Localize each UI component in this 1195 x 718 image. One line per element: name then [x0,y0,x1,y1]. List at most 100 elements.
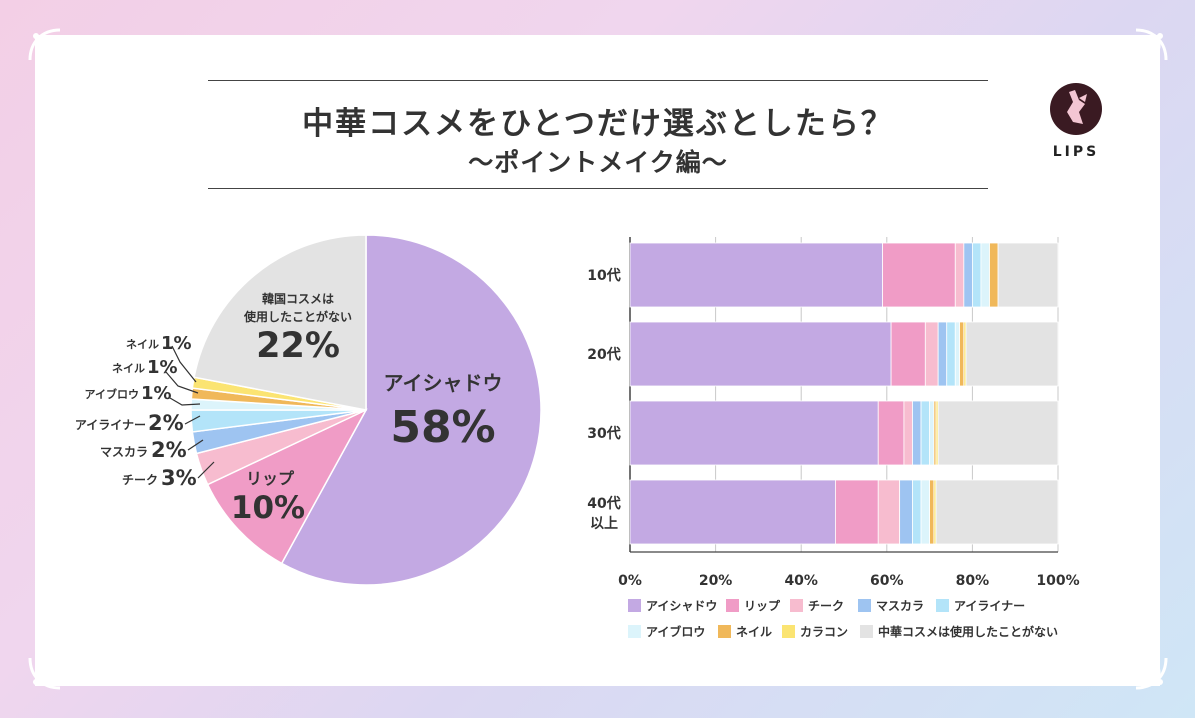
category-label-3: 40代 [587,495,620,512]
corner-ornament-bottom-right [1135,657,1168,690]
legend-label-eyebrow: アイブロウ [646,624,705,639]
bar-seg-eyebrow-2 [929,400,935,466]
bar-seg-none-2 [937,400,1059,466]
bar-seg-nail-3 [929,479,935,545]
bar-seg-mascara-3 [899,479,913,545]
x-tick-label-0: 0% [618,573,642,589]
bar-seg-eyeliner-1 [946,321,956,387]
x-tick-label-3: 60% [870,573,904,589]
callout-line-eyebrow [169,397,201,406]
legend-swatch-mascara [858,599,871,612]
bar-seg-cheek-0 [954,242,965,308]
pie-slice-lip-1 [206,408,368,565]
page-subtitle: 〜ポイントメイク編〜 [468,148,728,177]
callout-line-mascara [187,439,204,451]
pie-label-colorcon: ネイル [126,338,159,351]
lips-logo: LIPS [1046,82,1106,160]
x-tick-label-4: 80% [956,573,990,589]
pie-chart: アイシャドウ 58% リップ 10% 韓国コスメは 使用したことがない 22% … [75,234,542,586]
bar-seg-nail-0 [989,242,999,308]
pie-label-eyeshadow: アイシャドウ [384,371,503,395]
legend-swatch-lip [726,599,739,612]
pie-value-colorcon: 1% [161,333,192,354]
pie-label-none-line2: 使用したことがない [243,309,352,324]
x-tick-label-1: 20% [699,573,733,589]
pie-label-eyebrow: アイブロウ [85,387,139,401]
corner-ornament-top-left [28,28,61,61]
legend-swatch-cheek [790,599,803,612]
bar-seg-lip-0 [882,242,956,308]
callout-line-nail [165,371,199,394]
bar-seg-eyeshadow-3 [629,479,836,545]
pie-label-cheek: チーク [122,473,158,487]
corner-ornament-bottom-left [28,657,61,690]
title-rule-bottom [208,188,988,189]
legend-swatch-eyeshadow [628,599,641,612]
pie-value-mascara: 2% [151,438,187,462]
category-label-2: 30代 [587,425,620,442]
bar-seg-mascara-0 [963,242,973,308]
legend-swatch-colorcon [782,625,795,638]
legend-swatch-none [860,625,873,638]
legend-swatch-eyeliner [936,599,949,612]
bar-seg-nail-1 [959,321,965,387]
pie-value-cheek: 3% [161,466,197,490]
bar-seg-eyeliner-2 [920,400,930,466]
corner-ornament-top-right [1135,28,1168,61]
bar-seg-cheek-2 [903,400,913,466]
pie-slice-eyeshadow-0 [280,234,542,586]
bar-seg-eyebrow-3 [920,479,930,545]
callout-line-colorcon [171,345,197,383]
legend-swatch-eyebrow [628,625,641,638]
bar-seg-eyeshadow-2 [629,400,879,466]
x-tick-label-2: 40% [784,573,818,589]
page-title: 中華コスメをひとつだけ選ぶとしたら？ [302,106,894,142]
pie-label-eyeliner: アイライナー [75,418,146,432]
bar-seg-mascara-1 [937,321,948,387]
pie-label-lip: リップ [246,469,295,488]
pie-label-nail: ネイル [112,362,145,375]
legend-swatch-nail [718,625,731,638]
x-tick-label-5: 100% [1036,573,1079,589]
pie-value-lip: 10% [231,490,305,526]
bar-seg-cheek-1 [924,321,939,387]
category-label-3-line2: 以上 [590,516,618,532]
pie-value-eyeliner: 2% [148,411,184,435]
bar-seg-cheek-3 [877,479,901,545]
legend-label-colorcon: カラコン [800,625,848,639]
bar-seg-lip-3 [835,479,879,545]
bar-seg-eyebrow-1 [954,321,960,387]
bar-seg-eyebrow-0 [980,242,990,308]
category-label-0: 10代 [587,267,620,284]
title-rule-top [208,80,988,81]
bar-seg-lip-1 [890,321,926,387]
legend-label-eyeliner: アイライナー [954,599,1025,613]
bar-seg-none-1 [965,321,1059,387]
lips-logo-icon [1050,83,1102,135]
callout-line-cheek [197,461,215,479]
pie-value-eyebrow: 1% [141,383,172,404]
pie-value-eyeshadow: 58% [390,402,495,453]
legend-label-mascara: マスカラ [876,599,924,613]
legend-label-none: 中華コスメは使用したことがない [878,624,1058,639]
bar-seg-eyeliner-0 [972,242,982,308]
bar-seg-none-3 [935,479,1059,545]
pie-value-none: 22% [256,326,340,366]
bar-seg-eyeshadow-0 [629,242,883,308]
bar-seg-eyeshadow-1 [629,321,892,387]
legend-label-eyeshadow: アイシャドウ [646,599,717,613]
bar-seg-lip-2 [877,400,905,466]
bar-seg-none-0 [997,242,1059,308]
bar-seg-eyeliner-3 [912,479,922,545]
bar-seg-mascara-2 [912,400,922,466]
lips-logo-text: LIPS [1052,144,1100,160]
category-label-1: 20代 [587,346,620,363]
callout-line-eyeliner [184,415,201,425]
pie-slice-none-8 [193,234,367,411]
legend-label-nail: ネイル [736,625,772,639]
legend-label-cheek: チーク [808,599,844,613]
pie-label-none-line1: 韓国コスメは [262,291,334,306]
pie-value-nail: 1% [147,357,178,378]
pie-label-mascara: マスカラ [100,445,148,459]
